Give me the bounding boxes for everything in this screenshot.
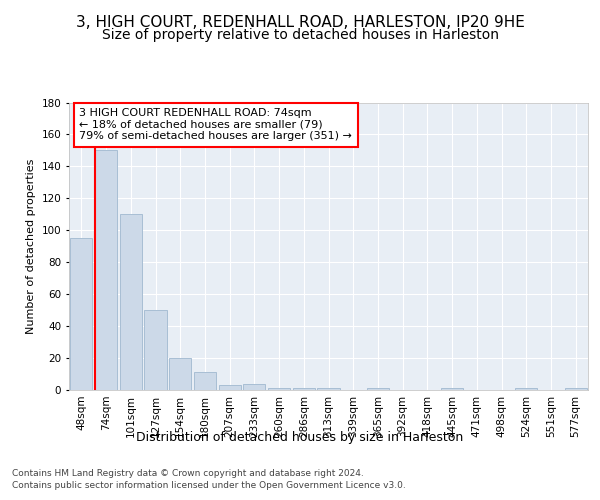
Text: Contains public sector information licensed under the Open Government Licence v3: Contains public sector information licen…: [12, 482, 406, 490]
Y-axis label: Number of detached properties: Number of detached properties: [26, 158, 36, 334]
Bar: [243, 384, 265, 390]
Bar: [565, 388, 587, 390]
Text: 3, HIGH COURT, REDENHALL ROAD, HARLESTON, IP20 9HE: 3, HIGH COURT, REDENHALL ROAD, HARLESTON…: [76, 15, 524, 30]
Bar: [95, 150, 117, 390]
Bar: [218, 385, 241, 390]
Bar: [194, 372, 216, 390]
Bar: [169, 358, 191, 390]
Text: Size of property relative to detached houses in Harleston: Size of property relative to detached ho…: [101, 28, 499, 42]
Bar: [515, 388, 538, 390]
Bar: [293, 388, 315, 390]
Text: Contains HM Land Registry data © Crown copyright and database right 2024.: Contains HM Land Registry data © Crown c…: [12, 470, 364, 478]
Bar: [317, 388, 340, 390]
Bar: [70, 238, 92, 390]
Bar: [145, 310, 167, 390]
Text: Distribution of detached houses by size in Harleston: Distribution of detached houses by size …: [136, 431, 464, 444]
Bar: [119, 214, 142, 390]
Bar: [367, 388, 389, 390]
Bar: [441, 388, 463, 390]
Text: 3 HIGH COURT REDENHALL ROAD: 74sqm
← 18% of detached houses are smaller (79)
79%: 3 HIGH COURT REDENHALL ROAD: 74sqm ← 18%…: [79, 108, 352, 142]
Bar: [268, 388, 290, 390]
